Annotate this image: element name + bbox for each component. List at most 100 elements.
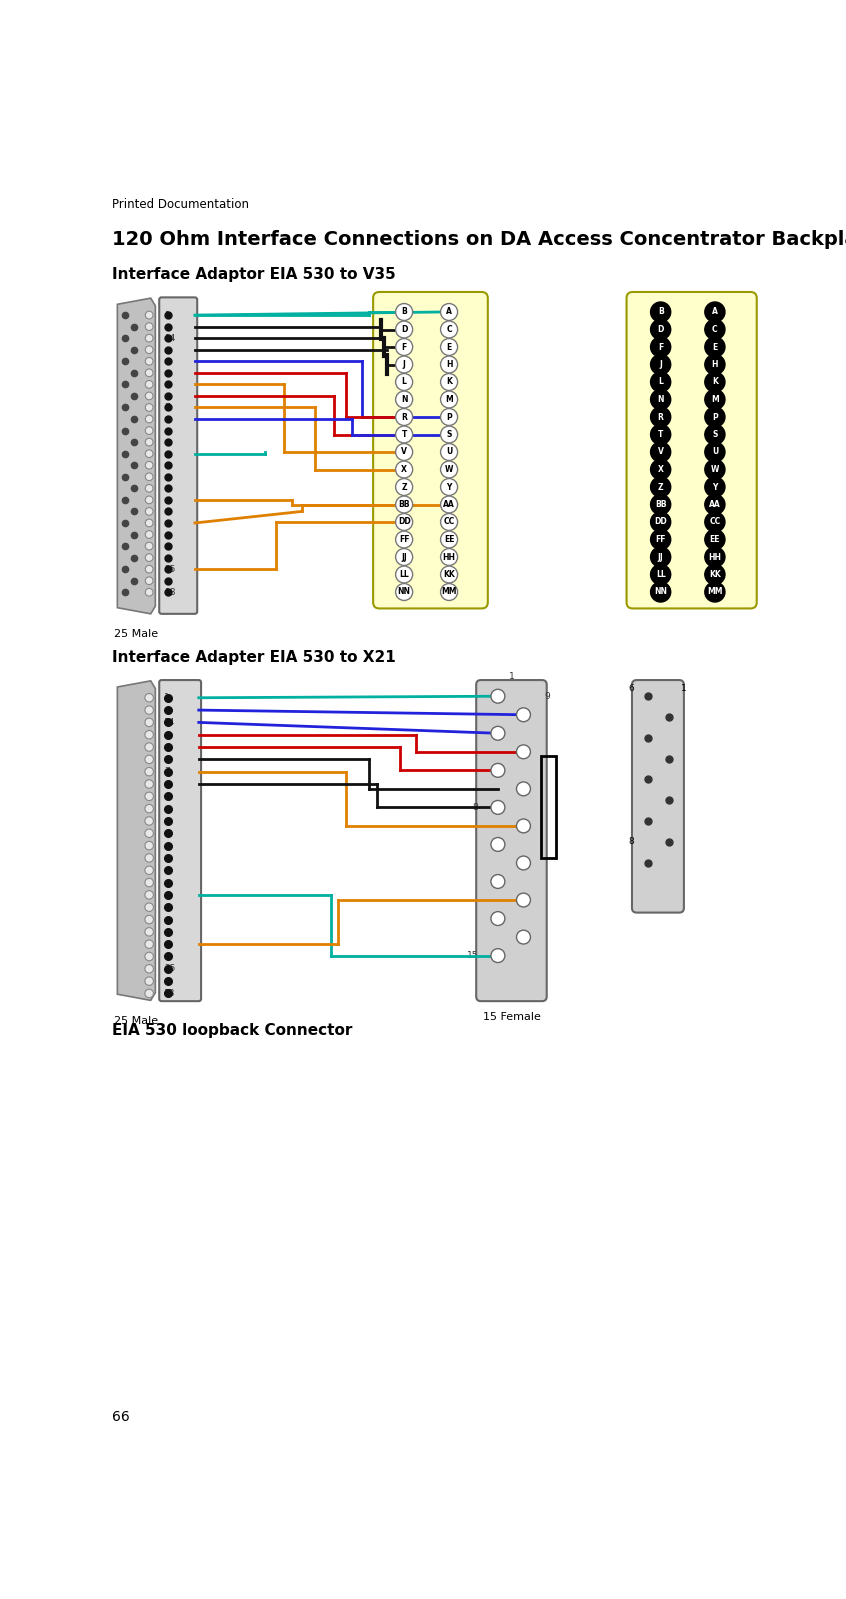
Text: JJ: JJ: [401, 553, 407, 561]
Circle shape: [705, 390, 725, 409]
Circle shape: [146, 588, 153, 596]
Circle shape: [491, 911, 505, 926]
Text: Z: Z: [401, 483, 407, 491]
Text: T: T: [658, 430, 663, 440]
Circle shape: [491, 801, 505, 814]
Circle shape: [491, 726, 505, 740]
Text: E: E: [447, 342, 452, 352]
Circle shape: [146, 531, 153, 539]
Text: J: J: [403, 360, 405, 369]
Text: 13: 13: [164, 988, 175, 998]
Text: LL: LL: [399, 569, 409, 579]
Text: DD: DD: [654, 518, 667, 526]
Circle shape: [396, 566, 413, 584]
Text: HH: HH: [442, 553, 456, 561]
Circle shape: [145, 891, 153, 899]
Text: HH: HH: [708, 553, 722, 561]
Circle shape: [441, 443, 458, 461]
Circle shape: [651, 302, 671, 321]
Circle shape: [705, 424, 725, 445]
Circle shape: [146, 323, 153, 331]
Text: R: R: [401, 413, 407, 422]
Circle shape: [146, 496, 153, 504]
Circle shape: [491, 838, 505, 851]
Text: Interface Adapter EIA 530 to X21: Interface Adapter EIA 530 to X21: [112, 651, 396, 665]
Circle shape: [145, 768, 153, 776]
Circle shape: [145, 915, 153, 924]
Circle shape: [705, 477, 725, 497]
Circle shape: [145, 867, 153, 875]
Circle shape: [396, 304, 413, 320]
Circle shape: [705, 441, 725, 462]
Text: Interface Adaptor EIA 530 to V35: Interface Adaptor EIA 530 to V35: [112, 267, 396, 283]
Circle shape: [651, 320, 671, 339]
Circle shape: [651, 337, 671, 357]
Circle shape: [145, 903, 153, 911]
Circle shape: [441, 321, 458, 337]
FancyBboxPatch shape: [632, 680, 684, 913]
Circle shape: [146, 542, 153, 550]
Text: C: C: [446, 325, 452, 334]
Text: T: T: [402, 430, 407, 440]
Circle shape: [146, 403, 153, 411]
Circle shape: [441, 425, 458, 443]
Circle shape: [441, 357, 458, 373]
Text: AA: AA: [443, 500, 455, 508]
Circle shape: [145, 817, 153, 825]
Circle shape: [705, 320, 725, 339]
Circle shape: [705, 564, 725, 585]
Circle shape: [146, 334, 153, 342]
Text: R: R: [657, 413, 663, 422]
Circle shape: [441, 548, 458, 566]
Text: 8: 8: [629, 838, 634, 846]
Circle shape: [146, 369, 153, 377]
Circle shape: [145, 744, 153, 752]
Circle shape: [651, 494, 671, 515]
Circle shape: [517, 931, 530, 943]
Text: CC: CC: [443, 518, 454, 526]
Text: L: L: [402, 377, 407, 387]
Text: U: U: [711, 448, 718, 456]
Circle shape: [441, 304, 458, 320]
Circle shape: [145, 804, 153, 812]
Text: Printed Documentation: Printed Documentation: [112, 198, 249, 211]
Circle shape: [441, 478, 458, 496]
Text: BB: BB: [398, 500, 409, 508]
Circle shape: [146, 312, 153, 318]
Circle shape: [145, 878, 153, 887]
Text: E: E: [712, 342, 717, 352]
Text: M: M: [711, 395, 719, 405]
Circle shape: [705, 494, 725, 515]
Circle shape: [651, 512, 671, 532]
Text: A: A: [712, 307, 718, 317]
Text: MM: MM: [707, 587, 722, 596]
Text: AA: AA: [709, 500, 721, 508]
Circle shape: [396, 513, 413, 531]
Text: 25: 25: [164, 964, 175, 974]
Circle shape: [441, 496, 458, 513]
Text: 18: 18: [165, 588, 176, 596]
Circle shape: [517, 894, 530, 907]
Circle shape: [651, 477, 671, 497]
FancyBboxPatch shape: [159, 680, 201, 1001]
Text: KK: KK: [709, 569, 721, 579]
Circle shape: [517, 782, 530, 796]
Text: 25 Male: 25 Male: [114, 1015, 158, 1027]
Text: D: D: [401, 325, 407, 334]
Circle shape: [491, 689, 505, 704]
Circle shape: [145, 841, 153, 849]
Text: 25: 25: [165, 564, 176, 574]
Circle shape: [396, 339, 413, 355]
Text: 15: 15: [467, 951, 479, 959]
Text: KK: KK: [443, 569, 455, 579]
Circle shape: [705, 337, 725, 357]
Circle shape: [396, 584, 413, 601]
Circle shape: [517, 855, 530, 870]
Circle shape: [705, 408, 725, 427]
Circle shape: [441, 408, 458, 425]
Circle shape: [705, 302, 725, 321]
Text: C: C: [712, 325, 717, 334]
Text: LL: LL: [656, 569, 666, 579]
Text: D: D: [657, 325, 664, 334]
Circle shape: [396, 496, 413, 513]
